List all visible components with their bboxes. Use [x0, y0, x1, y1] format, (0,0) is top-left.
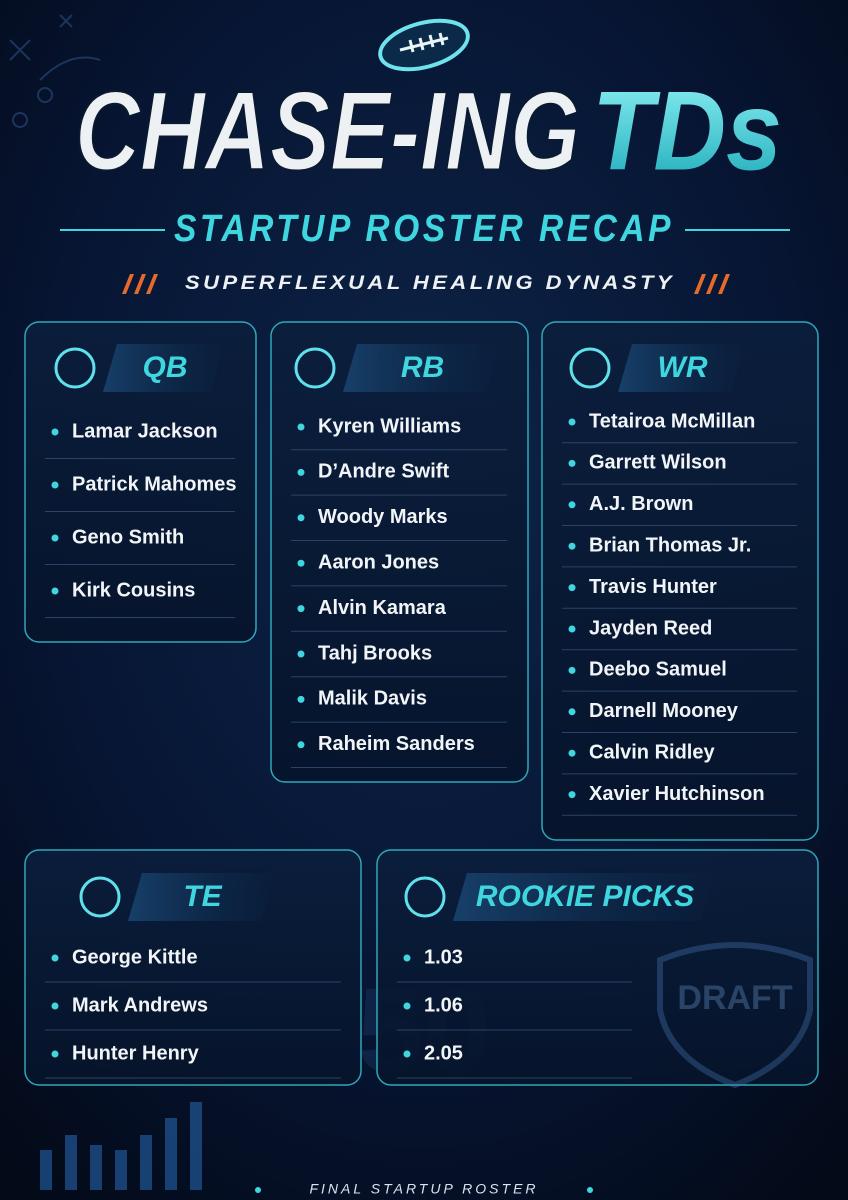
player: Kirk Cousins [72, 579, 195, 601]
bullet [568, 708, 576, 716]
tagline-slashes [122, 274, 730, 294]
player: A.J. Brown [589, 493, 693, 515]
bullet [568, 584, 576, 592]
player: Brian Thomas Jr. [589, 534, 751, 556]
play-diagram [9, 14, 101, 128]
section-icon [294, 347, 336, 389]
bullet [568, 459, 576, 467]
bullet [297, 741, 305, 749]
bullet [568, 666, 576, 674]
player: 1.06 [424, 994, 463, 1016]
banner [453, 873, 715, 921]
title-main: CHASE-ING [75, 69, 580, 194]
player: Travis Hunter [589, 576, 717, 598]
title-accent: TDs [592, 69, 782, 194]
bullet [297, 514, 305, 522]
bullet [51, 587, 59, 595]
player: Lamar Jackson [72, 420, 218, 442]
bullet [403, 954, 411, 962]
badge-text: DRAFT [677, 979, 792, 1017]
player: Calvin Ridley [589, 741, 715, 763]
cards: QB Lamar Jackson Patrick Mahomes Geno Smith… [24, 321, 819, 1086]
banner [618, 344, 745, 392]
section-icon [569, 347, 611, 389]
footer-stars [255, 1187, 593, 1193]
section-title: WR [658, 351, 708, 384]
player: Malik Davis [318, 688, 427, 710]
player: Darnell Mooney [589, 700, 739, 722]
section-icon [404, 876, 446, 918]
bullet [297, 468, 305, 476]
card [24, 321, 257, 643]
bullet [568, 542, 576, 550]
player: Alvin Kamara [318, 597, 447, 619]
player: Raheim Sanders [318, 733, 475, 755]
bullet [568, 749, 576, 757]
player: Tahj Brooks [318, 642, 432, 664]
section-title: ROOKIE PICKS [476, 880, 694, 913]
bullet [568, 418, 576, 426]
bullet [297, 559, 305, 567]
banner [103, 344, 225, 392]
bullet [403, 1050, 411, 1058]
section-title: QB [143, 351, 188, 384]
player: Xavier Hutchinson [589, 783, 765, 805]
player: Tetairoa McMillan [589, 410, 755, 432]
player: 1.03 [424, 946, 463, 968]
player: Kyren Williams [318, 415, 461, 437]
bullet [51, 1002, 59, 1010]
player: Deebo Samuel [589, 659, 727, 681]
bar-graphic [40, 1102, 202, 1190]
draft-badge: DRAFT [657, 942, 813, 1089]
section-title: TE [183, 880, 222, 913]
player: Woody Marks [318, 506, 448, 528]
player: Garrett Wilson [589, 452, 727, 474]
bullet [51, 1050, 59, 1058]
banner [128, 873, 275, 921]
bullet [297, 605, 305, 613]
card [24, 849, 362, 1086]
bullet [51, 428, 59, 436]
player: 2.05 [424, 1042, 463, 1064]
player: Geno Smith [72, 526, 184, 548]
bullet [297, 695, 305, 703]
bullet [403, 1002, 411, 1010]
bullet [568, 791, 576, 799]
bullet [568, 501, 576, 509]
footer: FINAL STARTUP ROSTER [309, 1181, 538, 1197]
bullet [51, 534, 59, 542]
card [270, 321, 529, 783]
bullet [297, 650, 305, 658]
card [541, 321, 819, 841]
subtitle: STARTUP ROSTER RECAP [174, 208, 674, 250]
bullet [51, 481, 59, 489]
banner [343, 344, 500, 392]
bullet [51, 954, 59, 962]
player: Jayden Reed [589, 617, 712, 639]
section-icon [54, 347, 96, 389]
bullet [297, 423, 305, 431]
tagline: SUPERFLEXUAL HEALING DYNASTY [185, 273, 675, 294]
player: Hunter Henry [72, 1042, 200, 1064]
section-icon [79, 876, 121, 918]
bullet [568, 625, 576, 633]
football-icon [378, 18, 470, 72]
player: Patrick Mahomes [72, 473, 237, 495]
section-title: RB [401, 351, 444, 384]
player: Aaron Jones [318, 551, 439, 573]
player: D’Andre Swift [318, 461, 449, 483]
player: Mark Andrews [72, 994, 208, 1016]
player: George Kittle [72, 946, 198, 968]
